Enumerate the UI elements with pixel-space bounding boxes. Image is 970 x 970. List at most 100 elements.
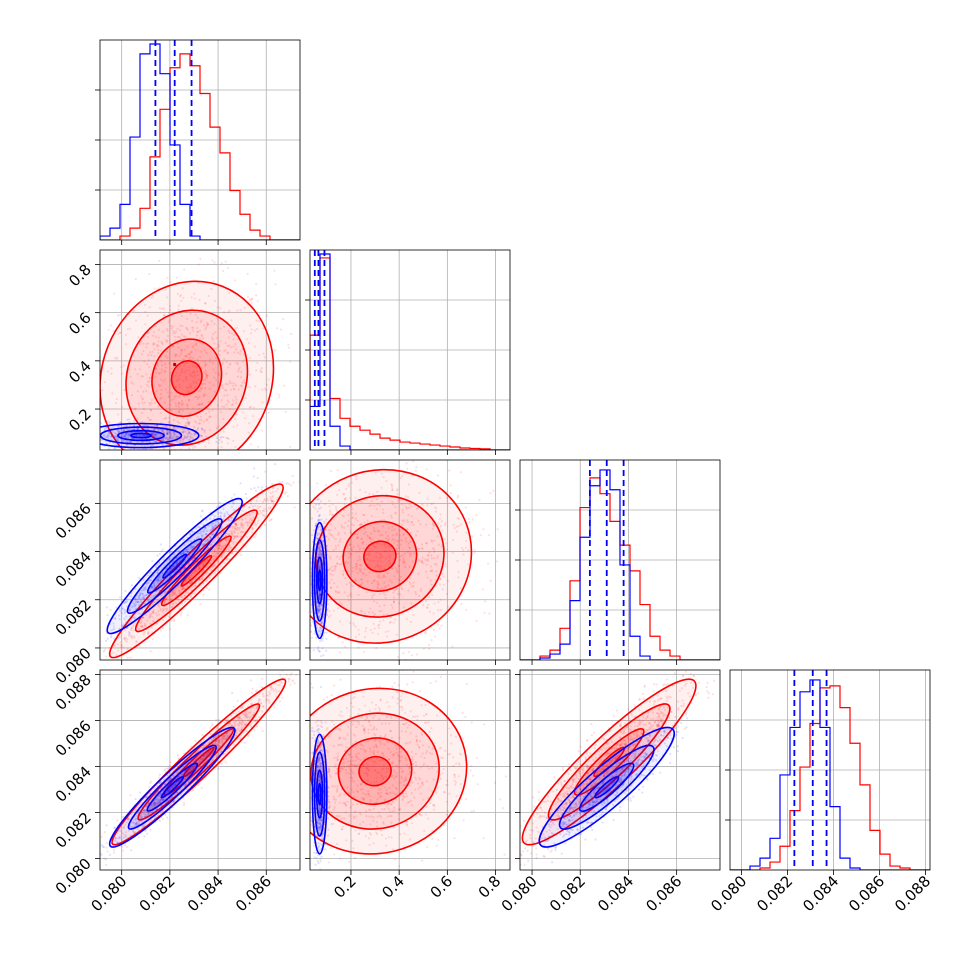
scatter-point <box>354 562 358 565</box>
scatter-point <box>265 509 268 512</box>
scatter-point <box>253 329 257 332</box>
scatter-point <box>135 434 138 437</box>
scatter-point <box>206 374 209 377</box>
scatter-point <box>125 450 127 452</box>
scatter-point <box>230 319 233 322</box>
scatter-point <box>208 538 211 541</box>
scatter-point <box>276 487 280 490</box>
scatter-point <box>174 428 177 431</box>
scatter-point <box>283 607 285 609</box>
scatter-point <box>174 402 177 405</box>
scatter-point <box>187 369 190 372</box>
scatter-point <box>409 540 412 543</box>
scatter-point <box>205 374 208 378</box>
scatter-point <box>261 500 265 503</box>
scatter-point <box>147 630 150 634</box>
scatter-point <box>189 594 192 597</box>
scatter-point <box>224 538 227 541</box>
scatter-point <box>150 354 153 357</box>
scatter-point <box>163 370 166 373</box>
scatter-point <box>253 504 257 507</box>
scatter-point <box>195 334 199 337</box>
scatter-point <box>482 528 485 531</box>
scatter-point <box>193 569 197 572</box>
scatter-point <box>308 554 310 556</box>
scatter-point <box>357 628 360 631</box>
scatter-point <box>108 441 112 445</box>
scatter-point <box>167 222 169 224</box>
scatter-point <box>158 613 161 616</box>
scatter-point <box>117 637 120 640</box>
scatter-point <box>319 640 322 643</box>
scatter-point <box>158 562 161 565</box>
scatter-point <box>156 581 159 584</box>
scatter-point <box>116 439 119 442</box>
scatter-point <box>233 334 236 337</box>
scatter-point <box>351 570 354 573</box>
scatter-point <box>109 324 113 327</box>
scatter-point <box>145 614 148 617</box>
scatter-point <box>344 645 347 648</box>
scatter-point <box>173 553 176 556</box>
scatter-point <box>169 603 172 606</box>
scatter-point <box>187 482 189 484</box>
scatter-point <box>132 625 135 628</box>
scatter-point <box>109 435 113 439</box>
scatter-point <box>146 581 149 585</box>
scatter-point <box>148 272 151 276</box>
scatter-point <box>186 585 189 588</box>
scatter-point <box>306 603 308 605</box>
scatter-point <box>199 341 202 344</box>
scatter-point <box>183 600 187 603</box>
scatter-point <box>174 339 177 342</box>
scatter-point <box>161 341 164 345</box>
scatter-point <box>114 435 117 438</box>
scatter-point <box>133 419 136 423</box>
scatter-point <box>200 534 203 537</box>
scatter-point <box>274 463 277 466</box>
scatter-point <box>112 622 115 625</box>
scatter-point <box>190 436 193 439</box>
scatter-point <box>367 552 370 555</box>
scatter-point <box>115 606 118 609</box>
scatter-point <box>165 437 168 440</box>
scatter-point <box>183 430 186 433</box>
scatter-point <box>256 476 259 480</box>
scatter-point <box>248 506 251 509</box>
scatter-point <box>387 559 390 562</box>
scatter-point <box>318 478 320 480</box>
scatter-point <box>156 428 159 431</box>
scatter-point <box>187 421 190 424</box>
scatter-point <box>234 535 237 539</box>
scatter-point <box>174 353 177 357</box>
scatter-point <box>97 430 99 432</box>
scatter-point <box>227 519 230 522</box>
scatter-point <box>163 601 167 604</box>
scatter-point <box>181 416 184 420</box>
scatter-point <box>142 633 145 636</box>
scatter-point <box>179 408 182 411</box>
scatter-point <box>190 307 194 310</box>
scatter-point <box>426 554 430 557</box>
scatter-point <box>89 649 91 651</box>
scatter-point <box>197 263 200 266</box>
scatter-point <box>194 571 197 574</box>
scatter-point <box>368 551 371 554</box>
scatter-point <box>154 335 157 338</box>
scatter-point <box>360 538 363 541</box>
scatter-point <box>415 653 419 656</box>
scatter-point <box>189 355 192 359</box>
scatter-point <box>385 635 389 638</box>
scatter-point <box>199 389 202 392</box>
scatter-point <box>398 498 402 501</box>
scatter-point <box>179 586 182 589</box>
scatter-point <box>145 440 149 443</box>
scatter-point <box>390 516 393 519</box>
scatter-point <box>227 547 230 550</box>
scatter-point <box>227 437 230 441</box>
scatter-point <box>488 612 491 615</box>
scatter-point <box>391 538 395 541</box>
scatter-point <box>138 612 141 616</box>
scatter-point <box>239 553 243 557</box>
scatter-point <box>225 388 228 392</box>
